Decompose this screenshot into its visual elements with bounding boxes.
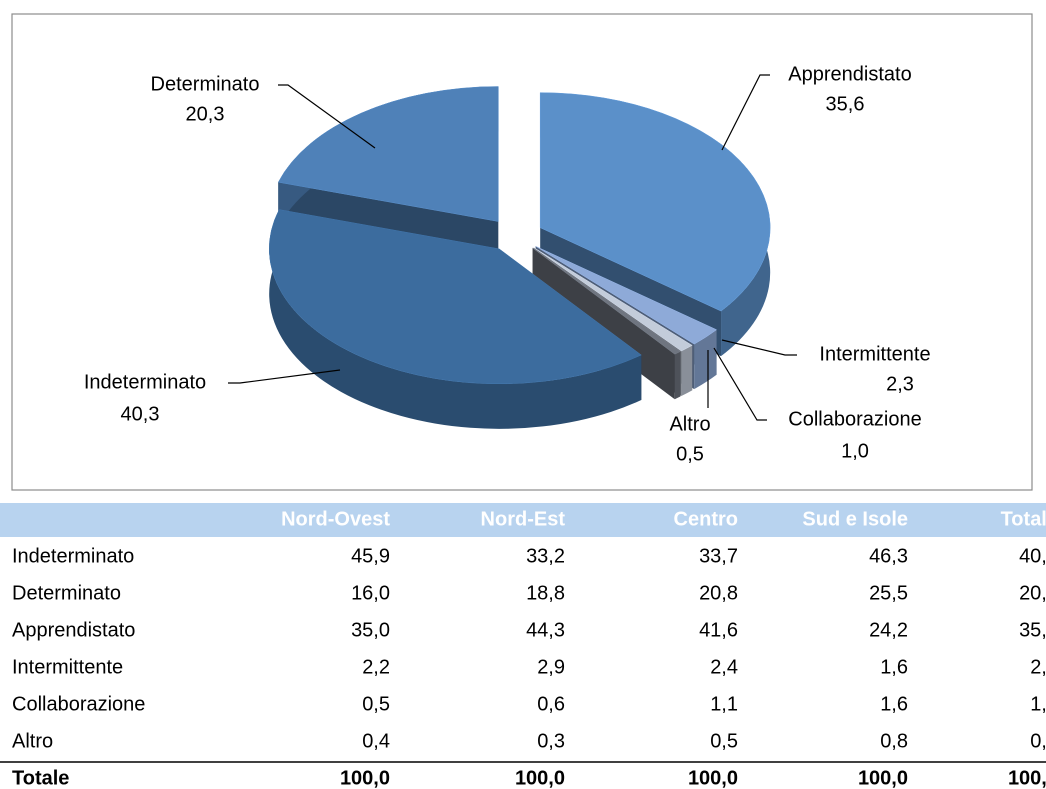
pie-labels: Apprendistato 35,6 Intermittente 2,3 Collabo… <box>84 63 931 465</box>
slice-label: Altro <box>669 413 710 435</box>
slice-value: 35,6 <box>826 93 865 115</box>
table-cell: 35,0 <box>351 619 390 641</box>
slice <box>269 209 642 385</box>
slice <box>535 246 718 345</box>
slice-side <box>681 345 693 397</box>
table-cell: 35,6 <box>1019 619 1046 641</box>
table-cell: 20,3 <box>1019 582 1046 604</box>
pie <box>269 86 771 429</box>
table-cell: 44,3 <box>526 619 565 641</box>
total-label: Totale <box>12 767 69 789</box>
table-cell: 24,2 <box>869 619 908 641</box>
slice-value: 40,3 <box>121 403 160 425</box>
slice-side <box>674 351 681 400</box>
table-cell: 0,3 <box>537 730 565 752</box>
table-cell: 16,0 <box>351 582 390 604</box>
table-cell: 0,6 <box>537 693 565 715</box>
table-cell: 0,5 <box>710 730 738 752</box>
leader-line <box>721 339 797 356</box>
table-cell: 1,1 <box>710 693 738 715</box>
column-header: Totale <box>1001 508 1046 530</box>
column-header: Nord-Ovest <box>281 508 390 530</box>
slice-label: Collaborazione <box>788 408 921 430</box>
table-cell: 0,5 <box>1030 730 1046 752</box>
table-cell: 0,5 <box>362 693 390 715</box>
table-cell: 25,5 <box>869 582 908 604</box>
slice <box>539 92 771 312</box>
total-cell: 100,0 <box>858 767 908 789</box>
column-header: Nord-Est <box>481 508 566 530</box>
table-cell: 40,3 <box>1019 545 1046 567</box>
leader-line <box>228 369 341 384</box>
slice-value: 20,3 <box>186 103 225 125</box>
table-cell: 1,0 <box>1030 693 1046 715</box>
slice-value: 2,3 <box>886 373 914 395</box>
table-cell: 18,8 <box>526 582 565 604</box>
table-cell: 33,7 <box>699 545 738 567</box>
column-header: Centro <box>674 508 738 530</box>
row-label: Collaborazione <box>12 693 145 715</box>
table-cell: 33,2 <box>526 545 565 567</box>
row-label: Determinato <box>12 582 121 604</box>
slice <box>533 247 693 352</box>
slice-value: 0,5 <box>676 443 704 465</box>
table-cell: 2,4 <box>710 656 738 678</box>
leader-line <box>713 347 767 421</box>
slice-label: Determinato <box>151 73 260 95</box>
slice-label: Intermittente <box>819 343 930 365</box>
leader-line <box>721 74 770 151</box>
total-cell: 100,0 <box>1008 767 1046 789</box>
table-cell: 20,8 <box>699 582 738 604</box>
slice <box>532 247 681 355</box>
table-cell: 1,6 <box>880 656 908 678</box>
row-label: Apprendistato <box>12 619 135 641</box>
row-label: Altro <box>12 730 53 752</box>
row-label: Intermittente <box>12 656 123 678</box>
total-cell: 100,0 <box>515 767 565 789</box>
table: Nord-Ovest Nord-Est Centro Sud e Isole Total… <box>12 508 1046 789</box>
table-cell: 41,6 <box>699 619 738 641</box>
slice-label: Indeterminato <box>84 371 206 393</box>
total-cell: 100,0 <box>340 767 390 789</box>
table-cell: 45,9 <box>351 545 390 567</box>
slice <box>277 86 499 222</box>
leader-line <box>278 84 376 149</box>
column-header: Sud e Isole <box>802 508 908 530</box>
row-label: Indeterminato <box>12 545 134 567</box>
table-cell: 1,6 <box>880 693 908 715</box>
slice-label: Apprendistato <box>788 63 911 85</box>
total-cell: 100,0 <box>688 767 738 789</box>
slice-side <box>269 209 642 429</box>
table-cell: 2,9 <box>537 656 565 678</box>
table-cell: 0,8 <box>880 730 908 752</box>
table-cell: 46,3 <box>869 545 908 567</box>
slice-value: 1,0 <box>841 440 869 462</box>
slice-side <box>694 329 717 390</box>
table-cell: 2,2 <box>362 656 390 678</box>
table-cell: 2,3 <box>1030 656 1046 678</box>
table-cell: 0,4 <box>362 730 390 752</box>
table-header-bg <box>0 503 1046 537</box>
